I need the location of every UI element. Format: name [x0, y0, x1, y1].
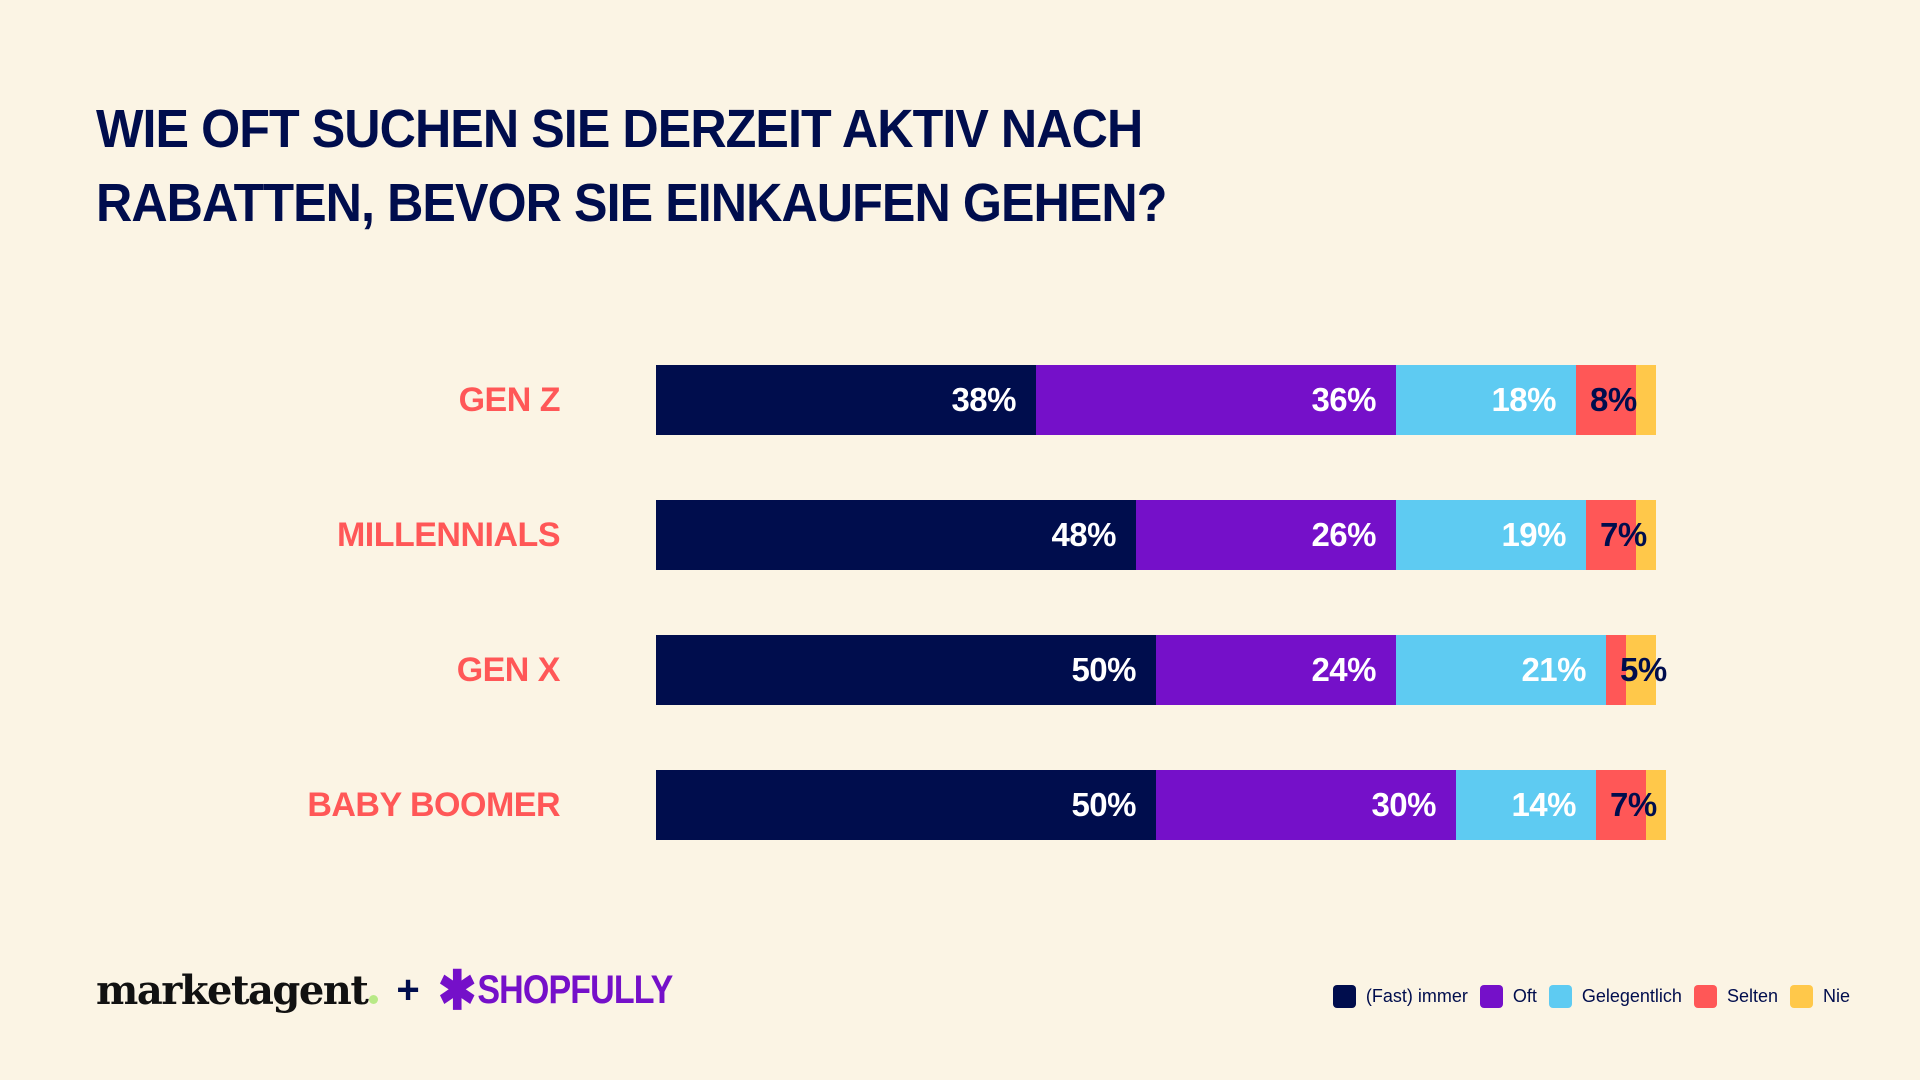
legend-swatch: [1693, 985, 1717, 1008]
bar-segment: [656, 365, 1036, 435]
data-label: 7%: [1600, 516, 1647, 553]
data-label: 36%: [1311, 381, 1376, 418]
bar-segment: [1626, 635, 1656, 705]
bar-segment: [1396, 635, 1606, 705]
shopfully-logo: ✱ SHOPFULLY: [437, 959, 673, 1022]
data-label: 7%: [1610, 786, 1657, 823]
plus-sign: +: [396, 967, 420, 1012]
legend-label: Selten: [1726, 986, 1778, 1006]
marketagent-logo: marketagent: [96, 966, 379, 1014]
bar-segment: [1636, 500, 1656, 570]
data-label: 50%: [1071, 786, 1136, 823]
bar-segment: [656, 500, 1136, 570]
data-label: 18%: [1491, 381, 1556, 418]
title-line-1: WIE OFT SUCHEN SIE DERZEIT AKTIV NACH: [96, 99, 1143, 159]
bar-segment: [1596, 770, 1646, 840]
asterisk-icon: ✱: [437, 960, 476, 1021]
data-label: 50%: [1071, 651, 1136, 688]
bar-segment: [656, 770, 1156, 840]
marketagent-logo-text: marketagent: [96, 966, 369, 1014]
bar-segment: [1156, 770, 1456, 840]
legend-swatch: [1332, 985, 1356, 1008]
bar-segment: [1136, 500, 1396, 570]
bar-segment: [1156, 635, 1396, 705]
shopfully-logo-text: SHOPFULLY: [477, 967, 673, 1012]
bar-segment: [1036, 365, 1396, 435]
legend-swatch: [1789, 985, 1813, 1008]
legend: (Fast) immer Oft Gelegentlich Selten Nie: [1321, 985, 1850, 1008]
logo-dot: [369, 994, 379, 1004]
bar-segment: [1636, 365, 1656, 435]
bar-segment: [1646, 770, 1666, 840]
category-label: MILLENNIALS: [336, 516, 561, 554]
legend-label: (Fast) immer: [1365, 986, 1468, 1006]
logos: marketagent + ✱ SHOPFULLY: [96, 959, 714, 1022]
data-label: 8%: [1590, 381, 1637, 418]
data-label: 21%: [1521, 651, 1586, 688]
category-label: GEN Z: [458, 381, 561, 419]
bar-segment: [1576, 365, 1636, 435]
bar-segment: [1396, 500, 1586, 570]
legend-label: Oft: [1512, 986, 1537, 1006]
legend-item: Oft: [1479, 985, 1537, 1008]
legend-label: Gelegentlich: [1581, 986, 1682, 1006]
legend-swatch: [1548, 985, 1572, 1008]
category-label: GEN X: [456, 651, 561, 689]
legend-label: Nie: [1822, 986, 1850, 1006]
category-label: BABY BOOMER: [307, 786, 560, 824]
data-label: 14%: [1511, 786, 1576, 823]
bar-segment: [1456, 770, 1596, 840]
data-label: 38%: [951, 381, 1016, 418]
chart-title: WIE OFT SUCHEN SIE DERZEIT AKTIV NACH RAB…: [96, 92, 1167, 240]
bar-segment: [656, 635, 1156, 705]
data-label: 19%: [1501, 516, 1566, 553]
data-label: 26%: [1311, 516, 1376, 553]
legend-item: Nie: [1789, 985, 1850, 1008]
data-label: 30%: [1371, 786, 1436, 823]
bar-segment: [1396, 365, 1576, 435]
legend-swatch: [1479, 985, 1503, 1008]
bar-segment: [1606, 635, 1626, 705]
data-label: 48%: [1051, 516, 1116, 553]
title-line-2: RABATTEN, BEVOR SIE EINKAUFEN GEHEN?: [96, 173, 1167, 233]
legend-item: Gelegentlich: [1548, 985, 1682, 1008]
bar-segment: [1586, 500, 1636, 570]
data-label: 5%: [1620, 651, 1667, 688]
data-label: 24%: [1311, 651, 1376, 688]
legend-item: (Fast) immer: [1332, 985, 1468, 1008]
legend-item: Selten: [1693, 985, 1778, 1008]
